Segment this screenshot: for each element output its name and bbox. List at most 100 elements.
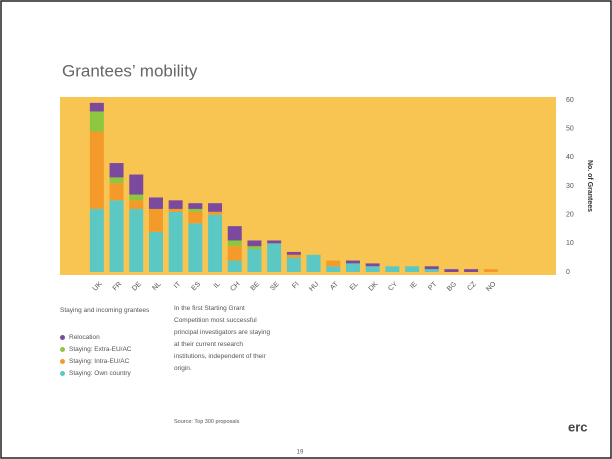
- x-tick-label: PT: [427, 280, 439, 292]
- bar-segment: [168, 208, 183, 212]
- bar-segment: [247, 246, 262, 250]
- bar-segment: [148, 208, 163, 232]
- y-tick-label: 0: [566, 269, 570, 276]
- bar-segment: [345, 263, 360, 272]
- bar-segment: [208, 211, 223, 215]
- bar-segment: [286, 257, 301, 272]
- y-tick-label: 20: [566, 212, 574, 219]
- x-tick-label: EL: [349, 281, 360, 292]
- bar-segment: [188, 223, 203, 272]
- legend-swatch: [60, 334, 65, 340]
- legend-label: Staying: Extra-EU/AC: [69, 345, 132, 353]
- bar-segment: [306, 254, 321, 272]
- bar-segment: [227, 240, 242, 247]
- x-tick-label: ES: [191, 281, 203, 293]
- y-tick-label: 60: [566, 97, 574, 104]
- y-tick-label: 50: [566, 126, 574, 133]
- bar-segment: [148, 197, 163, 209]
- bar-segment: [208, 214, 223, 272]
- x-tick-label: IE: [409, 281, 419, 291]
- legend-item: Staying: Extra-EU/AC: [60, 343, 132, 355]
- bar-segment: [345, 260, 360, 264]
- bar-segment: [129, 194, 144, 201]
- bar-segment: [188, 208, 203, 212]
- bar-segment: [148, 231, 163, 272]
- bar-segment: [188, 203, 203, 209]
- bar-segment: [109, 183, 124, 201]
- note: In the first Starting Grant Competition …: [174, 305, 271, 372]
- legend-item: Relocation: [60, 331, 132, 343]
- bar-segment: [247, 249, 262, 272]
- bar-segment: [168, 211, 183, 272]
- x-tick-label: HU: [308, 281, 320, 293]
- bar-segment: [89, 102, 104, 112]
- bar-segment: [227, 260, 242, 272]
- bar-segment: [286, 251, 301, 255]
- bar-segment: [89, 208, 104, 272]
- bar-segment: [227, 246, 242, 261]
- bar-segment: [129, 174, 144, 195]
- slide-title: Grantees’ mobility: [62, 61, 198, 80]
- x-tick-label: DK: [368, 281, 380, 293]
- bar-segment: [405, 266, 420, 272]
- bar-segment: [109, 200, 124, 272]
- bar-segment: [89, 111, 104, 132]
- bar-segment: [168, 200, 183, 209]
- legend-swatch: [60, 358, 65, 364]
- bar-segment: [89, 131, 104, 209]
- bar-segment: [267, 243, 282, 272]
- legend: Relocation Staying: Extra-EU/AC Staying: I…: [60, 331, 132, 379]
- bar-segment: [109, 177, 124, 184]
- bar-segment: [444, 269, 459, 272]
- bar-segment: [208, 203, 223, 212]
- legend-label: Staying: Own country: [69, 369, 131, 377]
- logo: erc: [568, 419, 588, 434]
- x-tick-label: NL: [151, 281, 162, 292]
- bar-segment: [365, 266, 380, 272]
- bar-segment: [109, 163, 124, 178]
- x-tick-label: BE: [250, 281, 262, 293]
- legend-label: Staying: Intra-EU/AC: [69, 357, 130, 365]
- bar-segment: [286, 254, 301, 258]
- bar-segment: [188, 211, 203, 224]
- page-number: 19: [297, 450, 304, 456]
- bar-segment: [129, 200, 144, 209]
- legend-swatch: [60, 370, 65, 376]
- x-tick-label: NO: [485, 280, 498, 293]
- bar-segment: [227, 226, 242, 241]
- x-tick-label: CH: [229, 281, 241, 293]
- x-tick-label: AT: [329, 280, 340, 291]
- bar-segment: [424, 269, 439, 272]
- bar-segment: [247, 240, 262, 247]
- legend-item: Staying: Own country: [60, 367, 132, 379]
- bar-segment: [326, 260, 341, 267]
- y-axis-label: No. of Grantees: [586, 160, 593, 212]
- legend-label: Relocation: [69, 333, 100, 341]
- x-tick-label: UK: [92, 281, 104, 293]
- x-tick-label: IL: [213, 281, 222, 290]
- legend-swatch: [60, 346, 65, 352]
- bar-segment: [483, 269, 498, 272]
- y-tick-label: 30: [566, 183, 574, 190]
- x-tick-label: SE: [269, 281, 281, 293]
- x-tick-label: FR: [112, 281, 124, 293]
- x-tick-label: FI: [291, 281, 300, 290]
- x-tick-label: CY: [387, 281, 399, 293]
- bar-segment: [424, 266, 439, 270]
- bar-segment: [385, 266, 400, 272]
- bar-segment: [326, 266, 341, 272]
- y-tick-label: 10: [566, 240, 574, 247]
- bar-segment: [129, 208, 144, 272]
- bar-segment: [365, 263, 380, 267]
- legend-item: Staying: Intra-EU/AC: [60, 355, 132, 367]
- legend-title: Staying and incoming grantees: [60, 307, 150, 314]
- x-tick-label: DE: [131, 281, 143, 293]
- x-tick-label: CZ: [466, 280, 478, 292]
- x-tick-label: BG: [446, 281, 458, 293]
- y-tick-label: 40: [566, 154, 574, 161]
- source: Source: Top 300 proposals: [174, 419, 240, 425]
- bar-segment: [267, 240, 282, 244]
